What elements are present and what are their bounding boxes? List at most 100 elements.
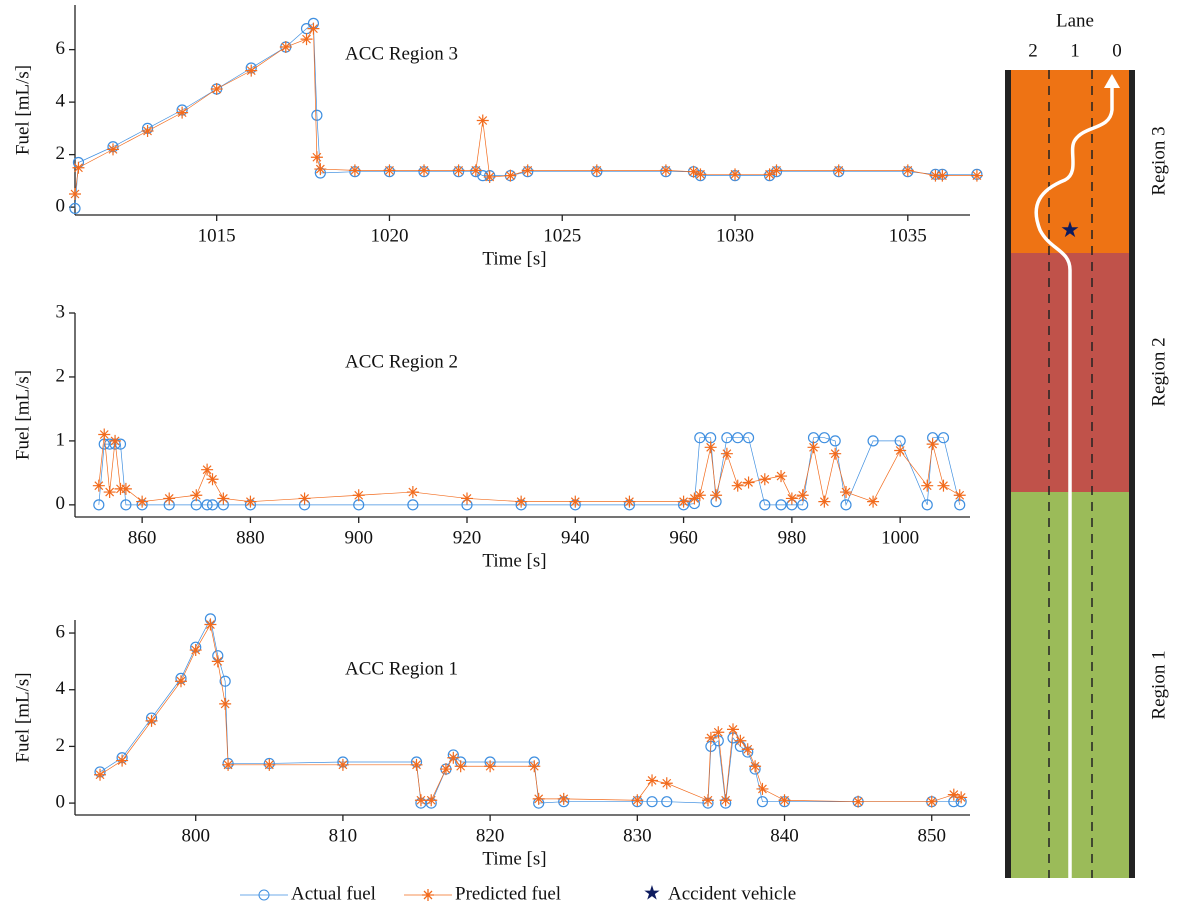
data-point	[623, 496, 635, 508]
data-point	[201, 464, 213, 476]
data-point	[109, 435, 121, 447]
data-point	[894, 444, 906, 456]
y-tick-label: 0	[56, 791, 66, 812]
x-tick-label: 1025	[543, 225, 581, 246]
x-tick-label: 1000	[881, 527, 919, 548]
data-point	[712, 726, 724, 738]
y-tick-label: 2	[56, 365, 66, 386]
x-tick-label: 920	[453, 527, 482, 548]
x-tick-label: 1020	[370, 225, 408, 246]
y-tick-label: 1	[56, 429, 66, 450]
data-point	[840, 486, 852, 498]
y-tick-label: 2	[56, 735, 66, 756]
y-tick-label: 0	[56, 195, 66, 216]
data-point	[705, 441, 717, 453]
data-point	[136, 496, 148, 508]
data-point	[937, 480, 949, 492]
x-tick-label: 850	[917, 825, 946, 846]
annotation: ACC Region 1	[345, 658, 458, 679]
legend-label: Actual fuel	[291, 883, 376, 904]
legend-label: Accident vehicle	[668, 883, 796, 904]
series-line	[100, 619, 961, 803]
data-point	[69, 188, 81, 200]
series-line	[99, 435, 960, 502]
lane-label: 1	[1070, 40, 1080, 61]
data-point	[756, 783, 768, 795]
data-point	[759, 473, 771, 485]
y-tick-label: 0	[56, 493, 66, 514]
y-axis-label: Fuel [mL/s]	[12, 370, 33, 460]
data-point	[661, 777, 673, 789]
x-tick-label: 830	[623, 825, 652, 846]
annotation: ACC Region 2	[345, 351, 458, 372]
legend-marker	[422, 889, 434, 901]
x-tick-label: 1015	[198, 225, 236, 246]
data-point	[440, 763, 452, 775]
data-point	[219, 698, 231, 710]
region-label: Region 2	[1148, 337, 1169, 406]
data-point	[504, 170, 516, 182]
x-tick-label: 880	[236, 527, 265, 548]
data-point	[732, 480, 744, 492]
data-point	[515, 496, 527, 508]
series-line	[100, 625, 961, 802]
data-point	[743, 476, 755, 488]
data-point	[705, 732, 717, 744]
y-tick-label: 2	[56, 143, 66, 164]
annotation: ACC Region 3	[345, 43, 458, 64]
x-tick-label: 900	[344, 527, 373, 548]
x-tick-label: 840	[770, 825, 799, 846]
data-point	[852, 796, 864, 808]
data-point	[120, 483, 132, 495]
series-line	[99, 438, 960, 505]
x-tick-label: 860	[128, 527, 157, 548]
data-point	[926, 796, 938, 808]
data-point	[808, 441, 820, 453]
data-point	[314, 163, 326, 175]
data-point	[678, 496, 690, 508]
x-axis-label: Time [s]	[482, 550, 546, 571]
accident-marker: ★	[1060, 217, 1080, 242]
x-tick-label: 820	[476, 825, 505, 846]
data-point	[646, 774, 658, 786]
region-label: Region 1	[1148, 650, 1169, 719]
data-point	[829, 448, 841, 460]
y-tick-label: 3	[56, 301, 66, 322]
data-point	[353, 489, 365, 501]
data-point	[211, 83, 223, 95]
x-axis-label: Time [s]	[482, 848, 546, 869]
data-point	[190, 489, 202, 501]
data-point	[311, 151, 323, 163]
lane-title: Lane	[1056, 10, 1094, 31]
data-point	[280, 41, 292, 53]
series	[69, 23, 983, 200]
region-label: Region 3	[1148, 126, 1169, 195]
data-point	[244, 496, 256, 508]
y-axis-label: Fuel [mL/s]	[12, 672, 33, 762]
data-point	[867, 496, 879, 508]
series-line	[75, 23, 977, 208]
data-point	[818, 496, 830, 508]
data-point	[954, 489, 966, 501]
x-tick-label: 1035	[889, 225, 927, 246]
y-tick-label: 6	[56, 621, 66, 642]
figure: Lane 2 1 0 Region 3 Region 2 Region 1 ★ …	[0, 0, 1185, 908]
x-tick-label: 800	[181, 825, 210, 846]
x-axis-label: Time [s]	[482, 248, 546, 269]
series	[94, 619, 967, 808]
legend-marker: ★	[643, 883, 661, 905]
x-tick-label: 940	[561, 527, 590, 548]
x-tick-label: 960	[669, 527, 698, 548]
data-point	[921, 480, 933, 492]
data-point	[727, 723, 739, 735]
data-point	[797, 489, 809, 501]
data-point	[721, 448, 733, 460]
series	[93, 429, 966, 508]
y-tick-label: 4	[56, 678, 66, 699]
data-point	[477, 115, 489, 127]
x-tick-label: 980	[778, 527, 807, 548]
data-point	[72, 162, 84, 174]
road	[1008, 70, 1132, 878]
data-point	[104, 486, 116, 498]
lane-label: 0	[1112, 40, 1122, 61]
